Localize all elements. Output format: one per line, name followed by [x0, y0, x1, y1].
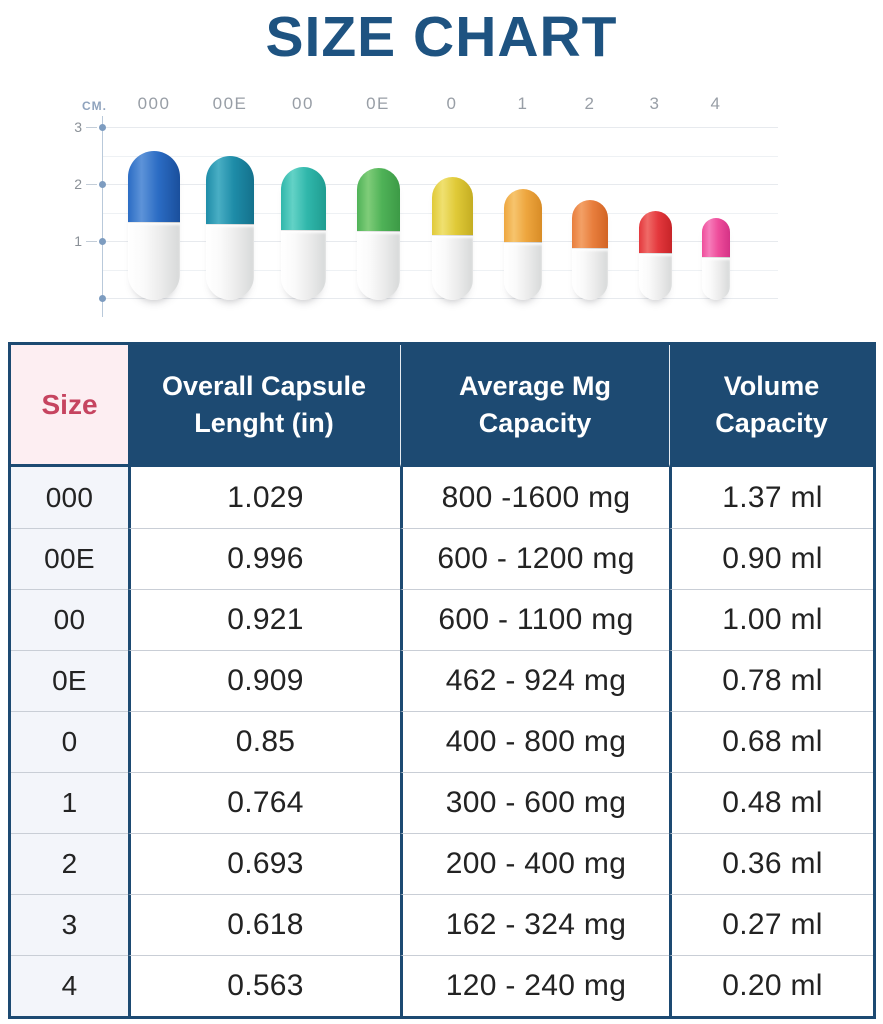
- page-title: SIZE CHART: [265, 5, 618, 69]
- size-cell: 4: [11, 955, 128, 1016]
- capsule-size-label: 2: [584, 94, 596, 113]
- axis-dot: [99, 180, 106, 188]
- capsule-body: [504, 241, 542, 300]
- value-cell: 0.693: [128, 833, 400, 894]
- capsule-body: [128, 221, 180, 300]
- axis-tick-dash: [86, 241, 97, 242]
- capsule-cap: [431, 177, 473, 236]
- value-cell: 200 - 400 mg: [400, 833, 669, 894]
- value-cell: 0.36 ml: [669, 833, 873, 894]
- value-cell: 0.909: [128, 650, 400, 711]
- axis-dot: [99, 123, 106, 131]
- column-header-volume: Volume Capacity: [669, 345, 873, 467]
- value-cell: 1.029: [128, 467, 400, 528]
- capsule-size-00: [280, 167, 326, 300]
- capsule-cap: [638, 211, 672, 254]
- value-cell: 800 -1600 mg: [400, 467, 669, 528]
- capsule-size-label: 3: [649, 94, 661, 113]
- capsule-size-label: 0: [446, 94, 458, 113]
- axis-tick-label: 1: [74, 233, 82, 249]
- value-cell: 0.921: [128, 589, 400, 650]
- value-cell: 0.27 ml: [669, 894, 873, 955]
- capsule-body: [431, 235, 473, 300]
- size-table: Size Overall Capsule Lenght (in) Average…: [8, 342, 876, 1019]
- size-cell: 000: [11, 467, 128, 528]
- gridline: [103, 298, 778, 299]
- value-cell: 1.37 ml: [669, 467, 873, 528]
- value-cell: 0.618: [128, 894, 400, 955]
- value-cell: 1.00 ml: [669, 589, 873, 650]
- column-header-size: Size: [11, 345, 128, 467]
- capsule-size-2: [572, 200, 608, 300]
- capsule-size-label: 1: [517, 94, 529, 113]
- size-cell: 00: [11, 589, 128, 650]
- value-cell: 300 - 600 mg: [400, 772, 669, 833]
- axis-dot: [99, 237, 106, 245]
- capsule-size-3: [638, 211, 672, 300]
- size-cell: 2: [11, 833, 128, 894]
- value-cell: 400 - 800 mg: [400, 711, 669, 772]
- capsule-size-label: 0E: [366, 94, 390, 113]
- value-cell: 462 - 924 mg: [400, 650, 669, 711]
- capsule-size-1: [504, 189, 542, 300]
- capsule-body: [356, 230, 400, 300]
- axis-tick-dash: [86, 127, 97, 128]
- value-cell: 0.563: [128, 955, 400, 1016]
- capsule-size-label: 000: [137, 94, 171, 113]
- capsule-cap: [572, 200, 608, 248]
- gridline: [103, 155, 778, 157]
- capsule-size-0: [431, 177, 473, 300]
- value-cell: 0.996: [128, 528, 400, 589]
- capsule-cap: [206, 156, 254, 225]
- capsule-cap: [504, 189, 542, 242]
- value-cell: 0.85: [128, 711, 400, 772]
- capsule-cap: [356, 168, 400, 231]
- value-cell: 0.90 ml: [669, 528, 873, 589]
- capsule-size-label: 00E: [212, 94, 248, 113]
- capsule-chart: CM. 3 2 1 000 00E 00 0E 0 1 2 3 4: [0, 88, 883, 342]
- size-cell: 0: [11, 711, 128, 772]
- value-cell: 162 - 324 mg: [400, 894, 669, 955]
- capsule-size-label: 4: [710, 94, 722, 113]
- capsule-body: [280, 230, 326, 300]
- axis-unit-label: CM.: [82, 99, 107, 113]
- capsule-body: [572, 247, 608, 300]
- column-header-mg: Average Mg Capacity: [400, 345, 669, 467]
- size-cell: 00E: [11, 528, 128, 589]
- capsule-size-0E: [356, 168, 400, 300]
- capsule-size-000: [128, 151, 180, 300]
- capsule-cap: [280, 167, 326, 231]
- value-cell: 0.78 ml: [669, 650, 873, 711]
- axis-tick-dash: [86, 184, 97, 185]
- axis-tick-label: 3: [74, 119, 82, 135]
- capsule-cap: [128, 151, 180, 222]
- y-axis-line: [102, 116, 103, 317]
- value-cell: 0.48 ml: [669, 772, 873, 833]
- size-cell: 3: [11, 894, 128, 955]
- size-cell: 0E: [11, 650, 128, 711]
- capsule-size-00E: [206, 156, 254, 300]
- value-cell: 0.20 ml: [669, 955, 873, 1016]
- capsule-size-label: 00: [292, 94, 314, 113]
- axis-dot: [99, 294, 106, 302]
- value-cell: 0.764: [128, 772, 400, 833]
- column-header-length: Overall Capsule Lenght (in): [128, 345, 400, 467]
- size-cell: 1: [11, 772, 128, 833]
- capsule-body: [702, 256, 730, 300]
- capsule-cap: [702, 218, 730, 257]
- value-cell: 0.68 ml: [669, 711, 873, 772]
- capsule-size-4: [702, 218, 730, 300]
- value-cell: 120 - 240 mg: [400, 955, 669, 1016]
- axis-tick-label: 2: [74, 176, 82, 192]
- gridline: [103, 127, 778, 128]
- capsule-body: [206, 224, 254, 300]
- value-cell: 600 - 1200 mg: [400, 528, 669, 589]
- value-cell: 600 - 1100 mg: [400, 589, 669, 650]
- capsule-body: [638, 253, 672, 300]
